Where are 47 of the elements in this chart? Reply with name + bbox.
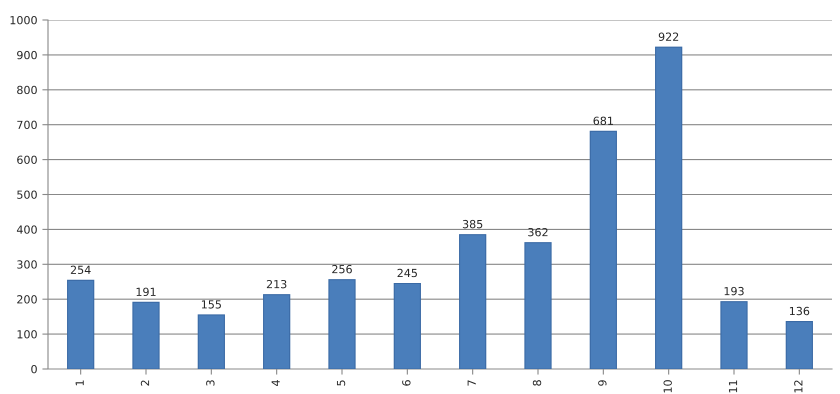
data-label: 385 (462, 220, 482, 228)
data-label: 922 (658, 32, 678, 41)
y-tick-label: 200 (17, 295, 37, 304)
bar (394, 282, 421, 369)
x-tick-label: 8 (532, 380, 542, 386)
data-label: 245 (398, 268, 417, 278)
bar (655, 46, 682, 369)
y-tick-label: 500 (17, 190, 37, 199)
bar (720, 301, 748, 369)
bar (459, 234, 486, 369)
data-label: 191 (136, 288, 156, 296)
data-label: 155 (202, 300, 221, 309)
data-label: 136 (790, 306, 810, 316)
bar (67, 280, 94, 369)
y-tick-label: 0 (31, 364, 37, 374)
y-tick-label: 400 (16, 225, 37, 234)
data-label: 254 (70, 266, 91, 274)
bar (786, 320, 813, 369)
x-tick-label: 7 (468, 380, 476, 386)
y-tick-label: 100 (18, 330, 37, 338)
x-tick-label: 10 (663, 380, 672, 392)
y-tick-label: 1000 (10, 16, 37, 24)
x-tick-label: 9 (598, 380, 607, 386)
x-tick-label: 1 (76, 380, 84, 386)
bar (524, 242, 552, 369)
data-label: 256 (332, 264, 352, 274)
x-tick-label: 4 (272, 380, 280, 386)
x-tick-label: 11 (728, 380, 738, 392)
x-tick-label: 12 (794, 380, 802, 392)
data-label: 213 (266, 280, 286, 288)
bar (198, 314, 225, 369)
data-label: 681 (594, 116, 613, 126)
y-tick-label: 600 (17, 156, 37, 164)
y-tick-label: 700 (17, 120, 37, 130)
x-tick-label: 6 (402, 380, 411, 386)
bar (590, 130, 617, 369)
bar (132, 302, 160, 369)
x-tick-label: 3 (206, 380, 215, 386)
x-tick-label: 5 (336, 380, 346, 386)
x-tick-label: 2 (140, 380, 150, 386)
bar (263, 294, 290, 369)
y-tick-label: 300 (17, 260, 37, 269)
bar (328, 279, 356, 369)
y-tick-label: 900 (17, 50, 37, 60)
data-label: 362 (528, 228, 548, 236)
y-tick-label: 800 (17, 86, 37, 94)
data-label: 193 (724, 286, 744, 296)
